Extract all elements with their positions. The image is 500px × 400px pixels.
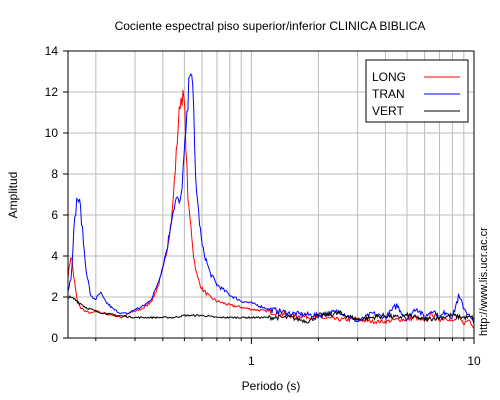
axes: 0 2 4 6 8 10 12 14 1 10 (45, 44, 481, 368)
y-tick-label: 4 (51, 249, 58, 263)
y-tick-label: 8 (51, 167, 58, 181)
x-tick-label: 10 (467, 354, 481, 368)
x-axis-label: Periodo (s) (242, 379, 301, 393)
y-axis-label: Amplitud (6, 172, 20, 219)
legend-box (365, 59, 469, 123)
y-tick-label: 10 (45, 126, 59, 140)
series-line-tran (67, 73, 475, 324)
y-tick-label: 2 (51, 290, 58, 304)
y-tick-label: 12 (45, 85, 59, 99)
legend-label-vert: VERT (372, 104, 404, 118)
legend-label-long: LONG (372, 70, 406, 84)
chart-title: Cociente espectral piso superior/inferio… (115, 19, 426, 33)
series-line-vert (67, 295, 475, 324)
watermark-url: http://www.lis.ucr.ac.cr (478, 227, 490, 336)
plot-lines (67, 73, 475, 329)
legend: LONG TRAN VERT (365, 59, 469, 123)
y-tick-label: 6 (51, 208, 58, 222)
y-tick-label: 0 (51, 331, 58, 345)
x-tick-label: 1 (248, 354, 255, 368)
y-tick-label: 14 (45, 44, 59, 58)
plot-frame (67, 50, 475, 339)
legend-label-tran: TRAN (372, 87, 405, 101)
